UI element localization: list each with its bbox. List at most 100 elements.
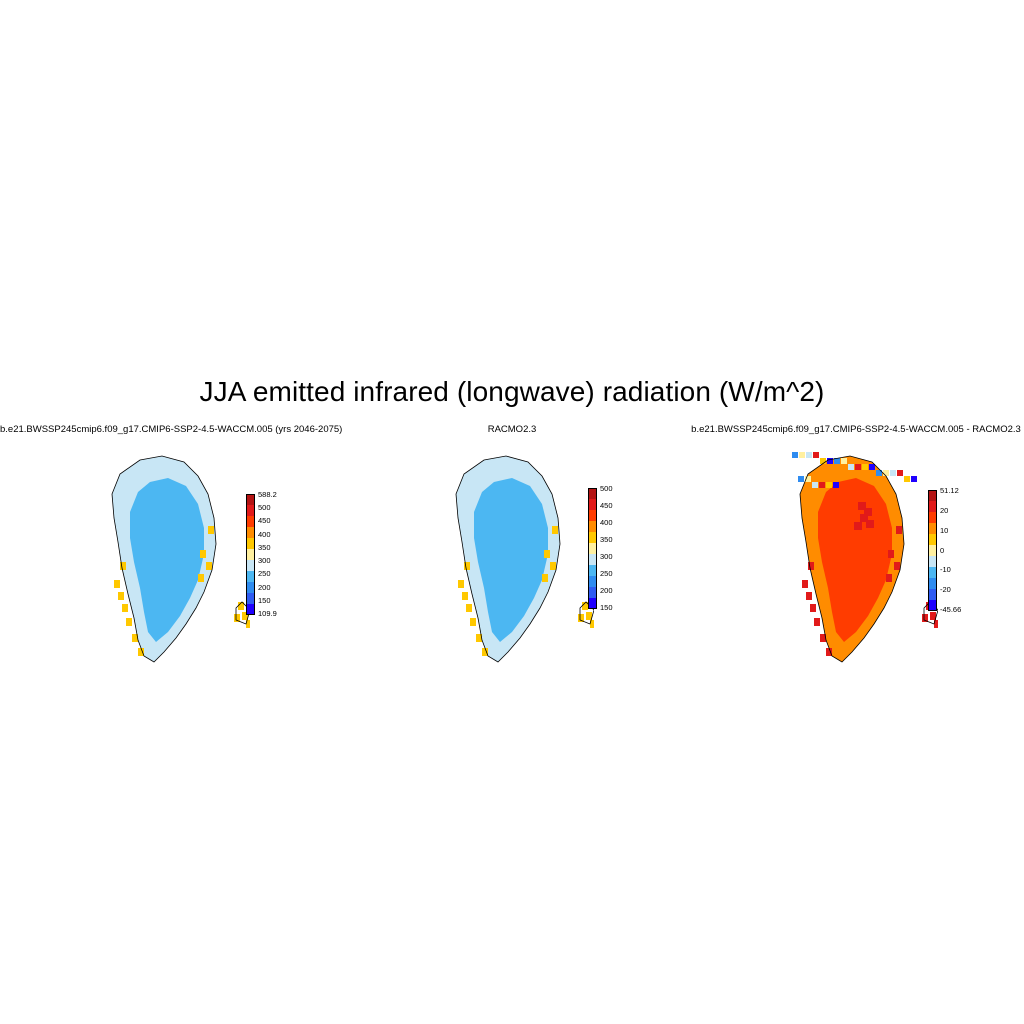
colorbar-swatch	[246, 604, 255, 615]
island-cell	[590, 620, 594, 628]
coastal-cell	[886, 574, 892, 582]
coastal-cell	[820, 634, 826, 642]
colorbar-swatch	[588, 554, 597, 565]
coastal-cell	[206, 562, 212, 570]
grid-cell	[812, 482, 818, 488]
colorbar-swatch	[928, 600, 937, 611]
grid-cell	[876, 470, 882, 476]
panel-obs: RACMO2.3 500 450 400 350 300 250 200 150	[344, 424, 680, 674]
colorbar-swatch	[588, 587, 597, 598]
island-cell	[582, 602, 588, 610]
colorbar-swatch	[246, 571, 255, 582]
colorbar-swatch	[928, 545, 937, 556]
colorbar-swatch	[246, 549, 255, 560]
coastline	[455, 455, 561, 663]
panel-diff: b.e21.BWSSP245cmip6.f09_g17.CMIP6-SSP2-4…	[688, 424, 1024, 674]
grid-cell	[904, 476, 910, 482]
colorbar-swatch	[246, 538, 255, 549]
colorbar-tick-label: 10	[940, 525, 949, 535]
colorbar-tick-label: 500	[258, 503, 271, 513]
grid-cell	[806, 452, 812, 458]
colorbar-tick-label: 450	[600, 501, 613, 510]
coastal-cell	[814, 618, 820, 626]
colorbar-tick-label: 250	[258, 569, 271, 579]
colorbar-swatch	[588, 532, 597, 543]
colorbar-swatch	[928, 589, 937, 600]
grid-cell	[869, 464, 875, 470]
colorbar-swatch	[246, 582, 255, 593]
ice-sheet-interior	[130, 478, 204, 642]
grid-cell	[860, 514, 868, 522]
grid-cell	[911, 476, 917, 482]
island-coastline	[235, 601, 250, 625]
island-cell	[578, 614, 584, 622]
colorbar-swatch	[588, 576, 597, 587]
colorbar-swatch	[928, 512, 937, 523]
grid-cell	[799, 452, 805, 458]
coastal-cell	[132, 634, 138, 642]
grid-cell	[827, 458, 833, 464]
island-cell	[234, 614, 240, 622]
panel-title-diff: b.e21.BWSSP245cmip6.f09_g17.CMIP6-SSP2-4…	[691, 424, 1021, 435]
island-cell	[934, 620, 938, 628]
colorbar-swatch	[246, 560, 255, 571]
coastal-cell	[122, 604, 128, 612]
colorbar-tick-label: 150	[600, 603, 613, 612]
colorbar-tick-label: 109.9	[258, 609, 277, 618]
colorbar-tick-label: 250	[600, 569, 613, 578]
colorbar-swatch	[246, 516, 255, 527]
colorbar-swatch	[588, 543, 597, 554]
grid-cell	[820, 458, 826, 464]
coastal-cell	[118, 592, 124, 600]
coastal-cell	[114, 580, 120, 588]
colorbar-swatch	[928, 556, 937, 567]
coastal-cell	[208, 526, 214, 534]
colorbar-swatch	[928, 523, 937, 534]
coastal-cell	[552, 526, 558, 534]
colorbar-swatch	[246, 494, 255, 505]
colorbar-swatch	[928, 534, 937, 545]
colorbar-tick-label: 350	[258, 542, 271, 552]
colorbar-swatch	[246, 593, 255, 604]
island-cell	[922, 614, 928, 622]
colorbar-tick-label: 400	[258, 529, 271, 539]
panel-model: b.e21.BWSSP245cmip6.f09_g17.CMIP6-SSP2-4…	[0, 424, 342, 674]
colorbar-tick-label: 400	[600, 518, 613, 527]
grid-cell	[883, 470, 889, 476]
coastal-cell	[470, 618, 476, 626]
island-cell	[242, 612, 248, 620]
coastline	[111, 455, 217, 663]
coastal-cell	[464, 562, 470, 570]
colorbar-swatch	[588, 510, 597, 521]
grid-cell	[834, 458, 840, 464]
grid-cell	[858, 502, 866, 510]
colorbar-tick-label: 200	[600, 586, 613, 595]
grid-cell	[826, 482, 832, 488]
coastline	[799, 455, 905, 663]
grid-cell	[862, 464, 868, 470]
coastal-cell	[138, 648, 144, 656]
coastal-cell	[200, 550, 206, 558]
coastal-cell	[806, 592, 812, 600]
island-cell	[586, 612, 592, 620]
colorbar-swatch	[928, 578, 937, 589]
colorbar-tick-label: 51.12	[940, 486, 959, 495]
coastal-cell	[462, 592, 468, 600]
map-greenland-obs	[455, 455, 594, 663]
grid-cell	[897, 470, 903, 476]
colorbar-swatch	[588, 499, 597, 510]
coastal-cell	[896, 526, 902, 534]
coastal-cell	[198, 574, 204, 582]
colorbar-tick-label: 350	[600, 535, 613, 544]
grid-cell	[890, 470, 896, 476]
coastal-cell	[466, 604, 472, 612]
coastal-cell	[458, 580, 464, 588]
colorbar-tick-label: 20	[940, 505, 949, 515]
grid-cell	[864, 508, 872, 516]
coastal-cell	[826, 648, 832, 656]
coastal-cell	[126, 618, 132, 626]
colorbar-tick-label: 450	[258, 516, 271, 526]
coastal-cell	[894, 562, 900, 570]
panel-title-obs: RACMO2.3	[487, 424, 537, 435]
coastal-cell	[802, 580, 808, 588]
